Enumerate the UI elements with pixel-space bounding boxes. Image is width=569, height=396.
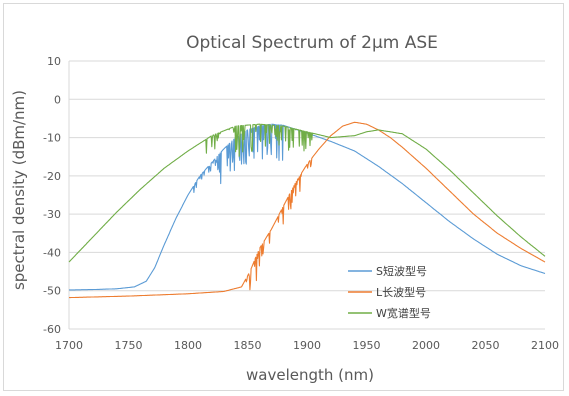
y-tick-label: -50 — [43, 285, 61, 298]
x-tick-label: 1850 — [234, 339, 262, 352]
series-line-3 — [68, 123, 546, 263]
y-axis-title: spectral density (dBm/nm) — [10, 90, 28, 290]
x-tick-label: 2100 — [531, 339, 559, 352]
y-tick-label: -40 — [43, 246, 61, 259]
series-line-1 — [69, 123, 546, 291]
chart-frame — [3, 3, 564, 391]
y-tick-label: -10 — [43, 132, 61, 145]
y-tick-labels: 10 0 -10 -20 -30 -40 -50 -60 — [43, 55, 61, 336]
legend-label-1: S短波型号 — [376, 264, 427, 278]
x-tick-label: 1750 — [115, 339, 143, 352]
x-axis-title: wavelength (nm) — [246, 366, 374, 384]
x-tick-label: 2050 — [472, 339, 500, 352]
x-tick-label: 2000 — [412, 339, 440, 352]
legend-label-2: L长波型号 — [376, 285, 426, 299]
x-tick-label: 1700 — [55, 339, 83, 352]
series-line-2 — [69, 121, 546, 299]
y-tick-label: 0 — [54, 93, 61, 106]
x-tick-label: 1950 — [353, 339, 381, 352]
gridlines — [68, 60, 545, 330]
y-tick-label: 10 — [47, 55, 61, 68]
y-tick-label: -30 — [43, 208, 61, 221]
chart-title: Optical Spectrum of 2μm ASE — [186, 33, 438, 53]
x-tick-label: 1800 — [174, 339, 202, 352]
legend: S短波型号 L长波型号 W宽谱型号 — [348, 264, 431, 320]
y-tick-label: -20 — [43, 170, 61, 183]
y-tick-label: -60 — [43, 323, 61, 336]
series-layer — [68, 121, 546, 299]
legend-label-3: W宽谱型号 — [376, 306, 431, 320]
x-tick-labels: 1700 1750 1800 1850 1900 1950 2000 2050 2100 — [55, 339, 559, 352]
x-tick-label: 1900 — [293, 339, 321, 352]
